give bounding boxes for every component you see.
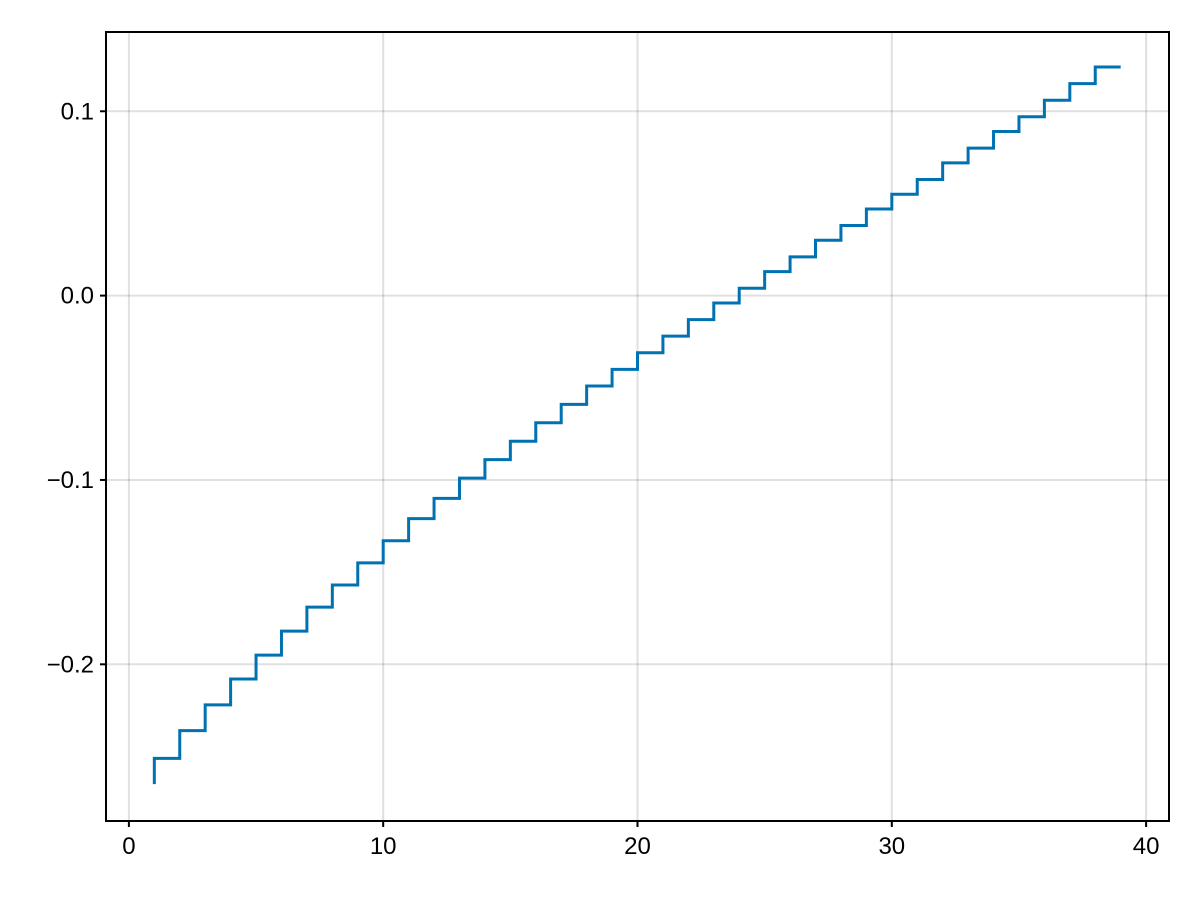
grid-lines	[106, 32, 1169, 821]
series-line	[152, 65, 1121, 785]
x-axis: 0 10 20 30 40	[122, 821, 1159, 860]
x-tick-label: 10	[370, 833, 397, 860]
y-tick-label: 0.0	[61, 283, 94, 310]
y-axis: 0.1 0.0 −0.1 −0.2	[47, 98, 106, 678]
y-tick-label: 0.1	[61, 98, 94, 125]
x-tick-label: 40	[1133, 833, 1160, 860]
x-tick-label: 20	[624, 833, 651, 860]
series-layer	[152, 65, 1121, 785]
y-tick-label: −0.1	[47, 467, 94, 494]
y-tick-label: −0.2	[47, 651, 94, 678]
x-tick-label: 30	[878, 833, 905, 860]
x-tick-label: 0	[122, 833, 135, 860]
